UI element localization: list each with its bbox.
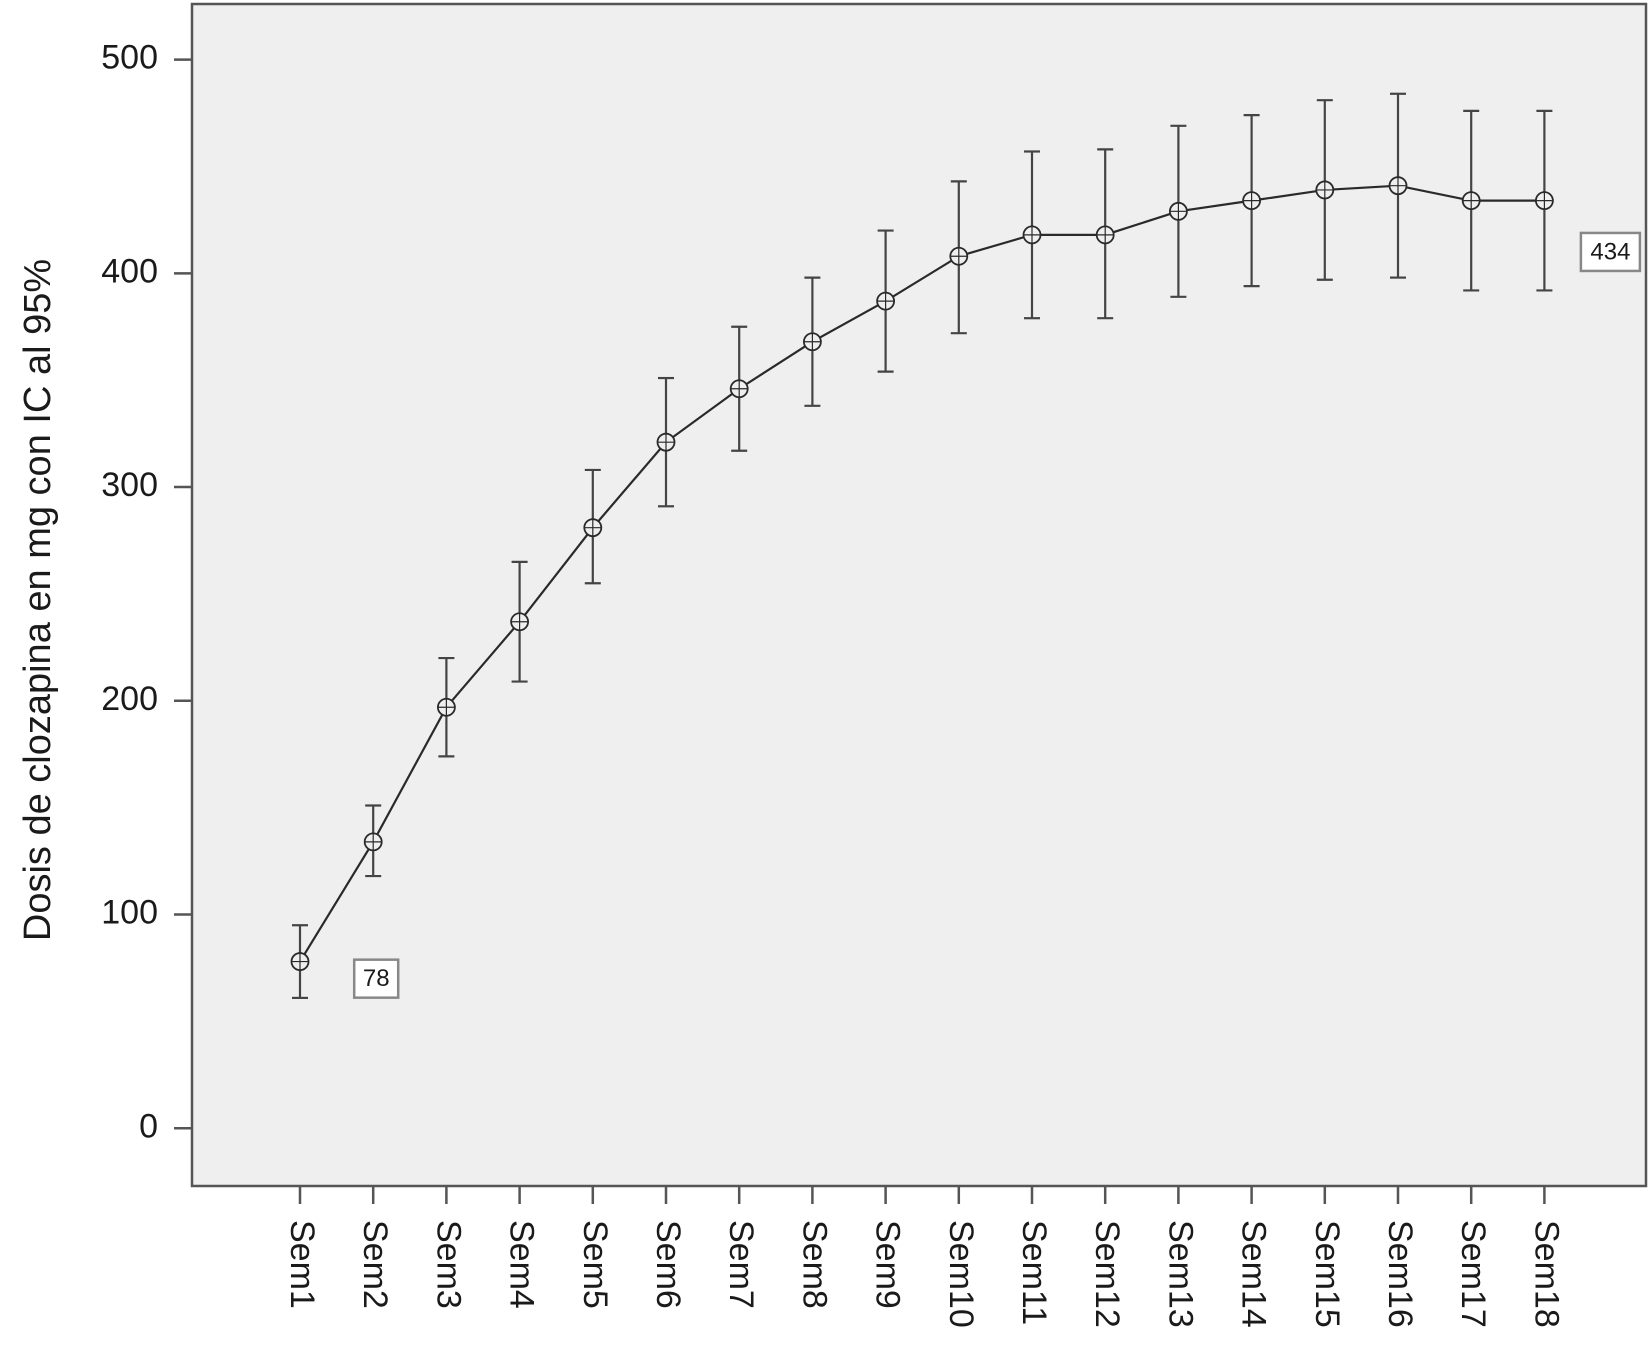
annotation-label: 78 [363, 965, 390, 992]
x-tick-label-Sem9: Sem9 [869, 1220, 907, 1309]
annotation-434: 434 [1579, 231, 1642, 273]
x-tick-label-Sem7: Sem7 [722, 1220, 760, 1309]
y-tick-label-500: 500 [101, 39, 158, 77]
data-point-Sem6 [656, 432, 676, 452]
data-point-Sem11 [1022, 225, 1042, 245]
x-tick-label-Sem12: Sem12 [1088, 1220, 1126, 1328]
x-tick-label-Sem6: Sem6 [649, 1220, 687, 1309]
y-tick-label-0: 0 [139, 1107, 158, 1145]
data-points [290, 176, 1554, 971]
data-point-Sem8 [803, 332, 822, 352]
y-tick-label-100: 100 [101, 894, 158, 932]
annotations: 78 434 [352, 231, 1642, 999]
x-tick-label-Sem1: Sem1 [283, 1220, 321, 1309]
y-axis: 0 100 200 300 400 500 [101, 39, 192, 1145]
x-tick-label-Sem10: Sem10 [942, 1220, 980, 1328]
x-tick-label-Sem2: Sem2 [356, 1220, 394, 1309]
data-point-Sem5 [583, 518, 603, 538]
x-tick-label-Sem16: Sem16 [1381, 1220, 1419, 1328]
y-axis-title: Dosis de clozapina en mg con IC al 95% [17, 259, 59, 941]
y-tick-label-200: 200 [101, 680, 158, 718]
data-point-Sem3 [436, 697, 456, 717]
x-tick-label-Sem17: Sem17 [1454, 1220, 1492, 1328]
annotation-box [1579, 231, 1642, 273]
data-point-Sem16 [1388, 176, 1408, 196]
plot-area [190, 2, 1648, 1188]
y-tick-label-400: 400 [101, 252, 158, 290]
x-tick-label-Sem4: Sem4 [503, 1220, 541, 1309]
data-point-Sem9 [876, 291, 895, 311]
data-point-Sem14 [1242, 191, 1261, 211]
x-tick-label-Sem14: Sem14 [1235, 1220, 1273, 1328]
data-point-Sem4 [510, 612, 529, 632]
x-tick-label-Sem3: Sem3 [429, 1220, 467, 1309]
x-tick-label-Sem13: Sem13 [1161, 1220, 1199, 1328]
x-tick-label-Sem8: Sem8 [795, 1220, 833, 1309]
data-point-Sem12 [1095, 225, 1115, 245]
y-tick-label-300: 300 [101, 466, 158, 504]
annotation-78: 78 [352, 958, 400, 999]
data-point-Sem13 [1169, 201, 1188, 221]
data-point-Sem7 [729, 379, 749, 399]
annotation-label: 434 [1590, 238, 1630, 265]
x-tick-label-Sem15: Sem15 [1308, 1220, 1346, 1328]
x-tick-label-Sem11: Sem11 [1015, 1220, 1053, 1325]
x-tick-label-Sem5: Sem5 [576, 1220, 614, 1309]
annotation-box [352, 958, 400, 999]
data-point-Sem10 [949, 246, 969, 266]
data-point-Sem2 [363, 832, 383, 852]
data-point-Sem18 [1535, 191, 1554, 211]
x-tick-label-Sem18: Sem18 [1527, 1220, 1565, 1328]
series-line [299, 184, 1545, 963]
series-polyline [299, 184, 1545, 963]
data-point-Sem15 [1315, 180, 1335, 200]
x-axis: Sem1 Sem2 Sem3 Sem4 Sem5 Sem6 Sem7 Sem8 Sem9 Sem1… [283, 1186, 1565, 1328]
data-point-Sem17 [1461, 191, 1481, 211]
data-point-Sem1 [290, 952, 310, 971]
